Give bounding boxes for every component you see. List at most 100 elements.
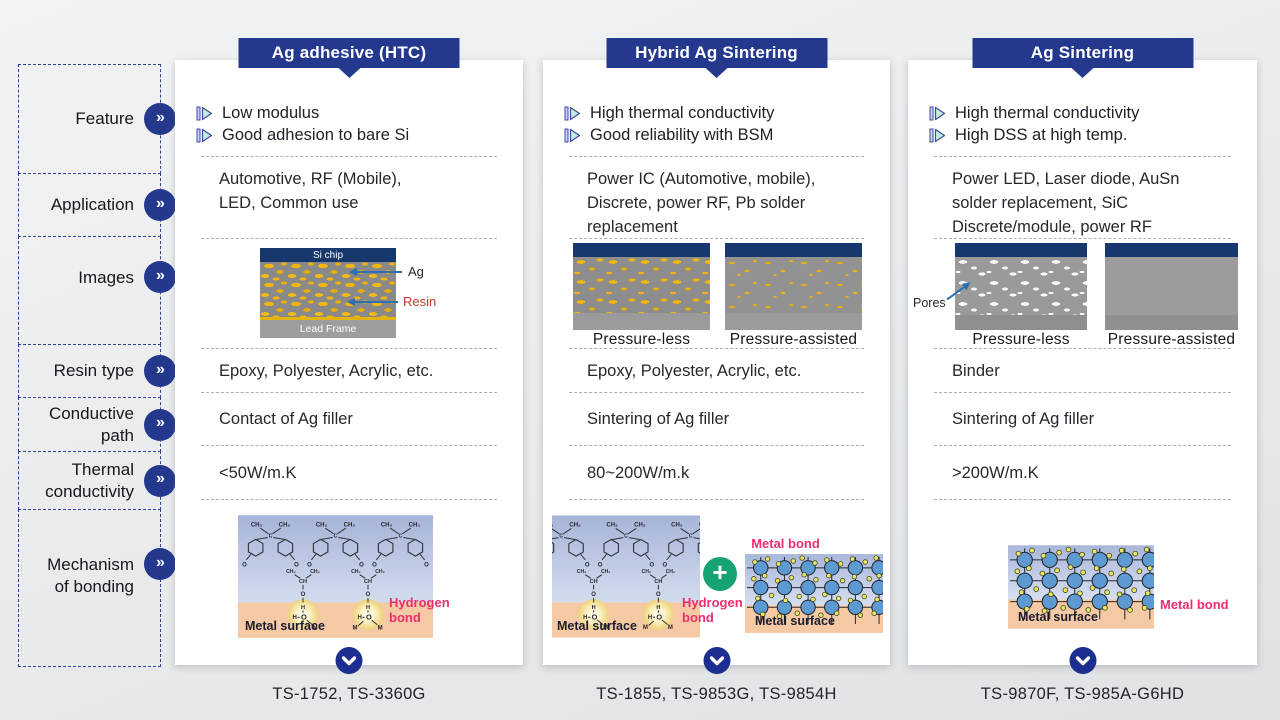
thermal-conductivity-row: >200W/m.K xyxy=(908,446,1257,500)
svg-text:H: H xyxy=(301,605,305,611)
sidebar-label: Images xyxy=(78,267,134,287)
svg-text:O: O xyxy=(656,613,662,622)
svg-text:M: M xyxy=(603,625,608,631)
svg-text:CH: CH xyxy=(590,579,598,585)
metal-surface-label: Metal surface xyxy=(557,619,637,633)
svg-text:CH₃: CH₃ xyxy=(634,523,646,529)
svg-text:C: C xyxy=(689,534,693,540)
application-row: Power IC (Automotive, mobile), Discrete,… xyxy=(543,157,890,239)
svg-text:O: O xyxy=(366,592,371,598)
sidebar-label: Mechanism of bonding xyxy=(47,555,134,596)
svg-text:H: H xyxy=(592,605,596,611)
application-row: Automotive, RF (Mobile), LED, Common use xyxy=(175,157,523,239)
svg-text:C: C xyxy=(559,534,563,540)
feature-text: Good reliability with BSM xyxy=(590,125,774,144)
svg-text:M: M xyxy=(378,625,383,631)
product-codes: TS-9870F, TS-985A-G6HD xyxy=(980,685,1185,703)
svg-text:CH₂: CH₂ xyxy=(642,569,652,575)
flag-triangle-icon xyxy=(929,106,946,120)
feature-item: Good adhesion to bare Si xyxy=(196,124,523,146)
svg-text:O: O xyxy=(301,592,306,598)
svg-text:CH₃: CH₃ xyxy=(699,523,700,529)
images-row: Pores Pressure-less Pressure-assisted xyxy=(908,239,1257,349)
svg-text:CH₃: CH₃ xyxy=(569,523,581,529)
svg-text:CH: CH xyxy=(654,579,662,585)
svg-text:H: H xyxy=(292,615,296,621)
sidebar-row-application: Application » xyxy=(18,173,176,237)
resin-type-row: Epoxy, Polyester, Acrylic, etc. xyxy=(543,349,890,393)
resin-type-row: Binder xyxy=(908,349,1257,393)
svg-text:O: O xyxy=(366,613,372,622)
pores-annotation: Pores xyxy=(913,296,946,310)
column-ag-adhesive: Ag adhesive (HTC) Low modulus Good adhes… xyxy=(175,38,523,720)
conductive-path-row: Sintering of Ag filler xyxy=(908,393,1257,446)
svg-text:O: O xyxy=(656,592,661,598)
svg-text:O: O xyxy=(424,562,429,568)
flag-triangle-icon xyxy=(929,128,946,142)
metal-surface-label: Metal surface xyxy=(245,619,325,633)
application-row: Power LED, Laser diode, AuSn solder repl… xyxy=(908,157,1257,239)
svg-text:CH₃: CH₃ xyxy=(552,523,553,529)
thermal-conductivity-row: 80~200W/m.k xyxy=(543,446,890,500)
svg-text:C: C xyxy=(624,534,628,540)
chevron-down-icon xyxy=(341,656,357,666)
sidebar-label: Conductive path xyxy=(48,403,134,445)
chevron-right-badge: » xyxy=(144,464,176,497)
substrate-layer xyxy=(573,313,710,330)
svg-text:O: O xyxy=(307,562,312,568)
chevron-right-badge: » xyxy=(144,355,176,387)
metal-surface-label: Metal surface xyxy=(1018,610,1098,624)
plus-icon: + xyxy=(703,557,737,591)
sidebar-row-images: Images » xyxy=(18,236,176,345)
svg-text:O: O xyxy=(294,562,299,568)
svg-text:O: O xyxy=(598,562,603,568)
column-card: High thermal conductivity High DSS at hi… xyxy=(908,60,1257,674)
conductive-path-row: Sintering of Ag filler xyxy=(543,393,890,446)
svg-text:CH₃: CH₃ xyxy=(671,523,683,529)
chevron-down-icon xyxy=(709,656,724,666)
product-codes: TS-1855, TS-9853G, TS-9854H xyxy=(596,685,837,703)
chip-layer xyxy=(725,243,862,257)
pressure-less-image xyxy=(955,243,1087,330)
svg-text:CH₂: CH₂ xyxy=(577,569,587,575)
svg-text:O: O xyxy=(359,562,364,568)
sidebar-label: Resin type xyxy=(53,361,134,381)
svg-text:CH₃: CH₃ xyxy=(316,522,328,528)
svg-text:CH₃: CH₃ xyxy=(606,523,618,529)
svg-text:O: O xyxy=(372,562,377,568)
si-chip-layer: Si chip xyxy=(260,248,396,262)
sidebar-label: Thermal conductivity xyxy=(45,459,134,501)
svg-text:CH₂: CH₂ xyxy=(666,569,676,575)
flag-triangle-icon xyxy=(196,106,213,120)
svg-text:O: O xyxy=(650,562,655,568)
images-row: Pressure-less Pressure-assisted xyxy=(543,239,890,349)
svg-text:M: M xyxy=(643,625,648,631)
expand-down-button[interactable] xyxy=(335,647,363,674)
chevron-right-badge: » xyxy=(144,103,176,135)
epoxy-molecule-diagram: CH₃CH₃COOCH₃CH₃COOCH₃CH₃COOCH₂CH₂CHOHHOM… xyxy=(552,515,700,638)
porous-texture xyxy=(955,257,1087,315)
image-caption: Pressure-less xyxy=(592,331,691,348)
pressure-assisted-image xyxy=(725,243,862,330)
chevron-right-badge: » xyxy=(144,189,176,221)
sidebar-label: Feature xyxy=(75,109,134,129)
feature-row: High thermal conductivity Good reliabili… xyxy=(543,60,890,157)
chevron-right-badge: » xyxy=(144,408,176,441)
svg-text:O: O xyxy=(585,562,590,568)
dense-texture xyxy=(1105,257,1238,315)
chip-layer xyxy=(1105,243,1238,257)
expand-down-button[interactable] xyxy=(1069,647,1096,674)
feature-item: Low modulus xyxy=(196,102,523,124)
svg-text:H: H xyxy=(366,605,370,611)
mechanism-row: Metal surface Metal bond xyxy=(908,500,1257,665)
hydrogen-bond-label: Hydrogen bond xyxy=(389,595,450,625)
cross-section-image: Si chip Lead Frame xyxy=(260,248,396,338)
flag-triangle-icon xyxy=(564,106,581,120)
svg-text:CH: CH xyxy=(299,579,307,585)
expand-down-button[interactable] xyxy=(703,647,730,674)
substrate-layer xyxy=(955,315,1087,330)
resin-type-row: Epoxy, Polyester, Acrylic, etc. xyxy=(175,349,523,393)
feature-text: High DSS at high temp. xyxy=(955,125,1128,144)
